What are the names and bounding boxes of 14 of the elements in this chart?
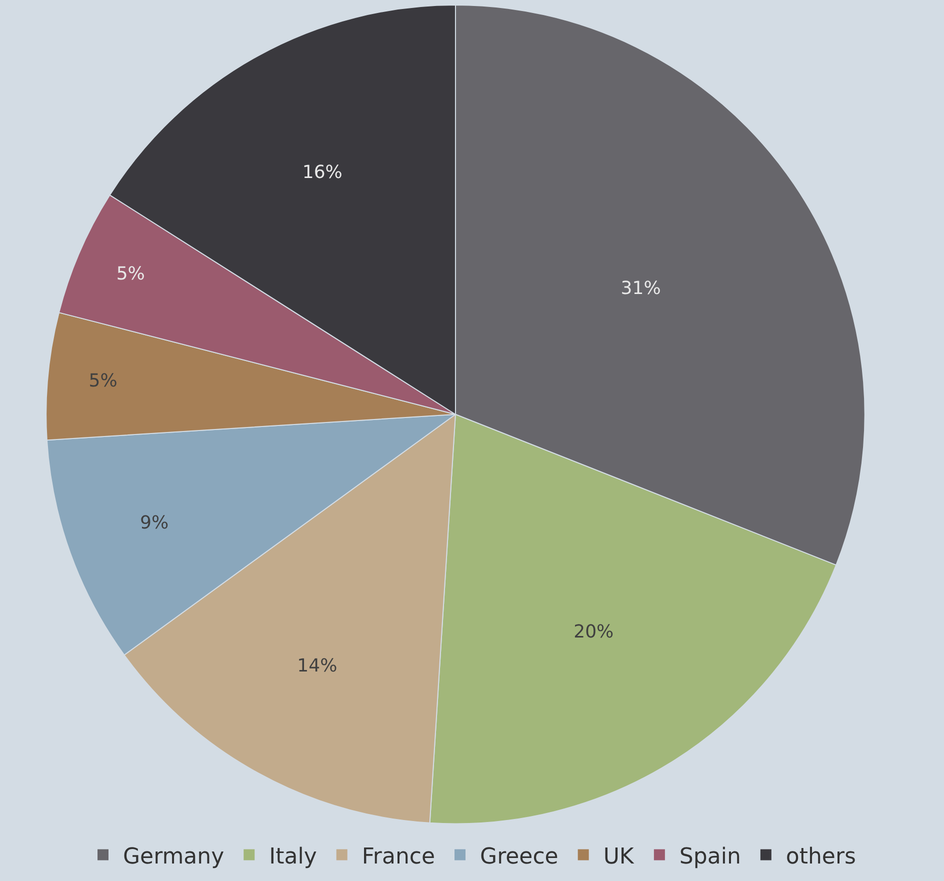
data-label: 20% bbox=[574, 622, 614, 643]
data-label: 31% bbox=[620, 278, 661, 299]
legend-label: France bbox=[362, 844, 436, 870]
legend-label: UK bbox=[603, 844, 634, 870]
data-label: 14% bbox=[297, 655, 338, 676]
legend-label: Italy bbox=[269, 844, 317, 870]
legend-label: Spain bbox=[679, 844, 741, 870]
data-label: 5% bbox=[116, 263, 145, 284]
data-label: 16% bbox=[302, 162, 342, 183]
legend-label: Greece bbox=[480, 844, 558, 870]
legend-label: Germany bbox=[123, 844, 224, 870]
legend-label: others bbox=[786, 844, 856, 870]
data-label: 9% bbox=[140, 512, 169, 534]
data-label: 5% bbox=[88, 370, 118, 392]
